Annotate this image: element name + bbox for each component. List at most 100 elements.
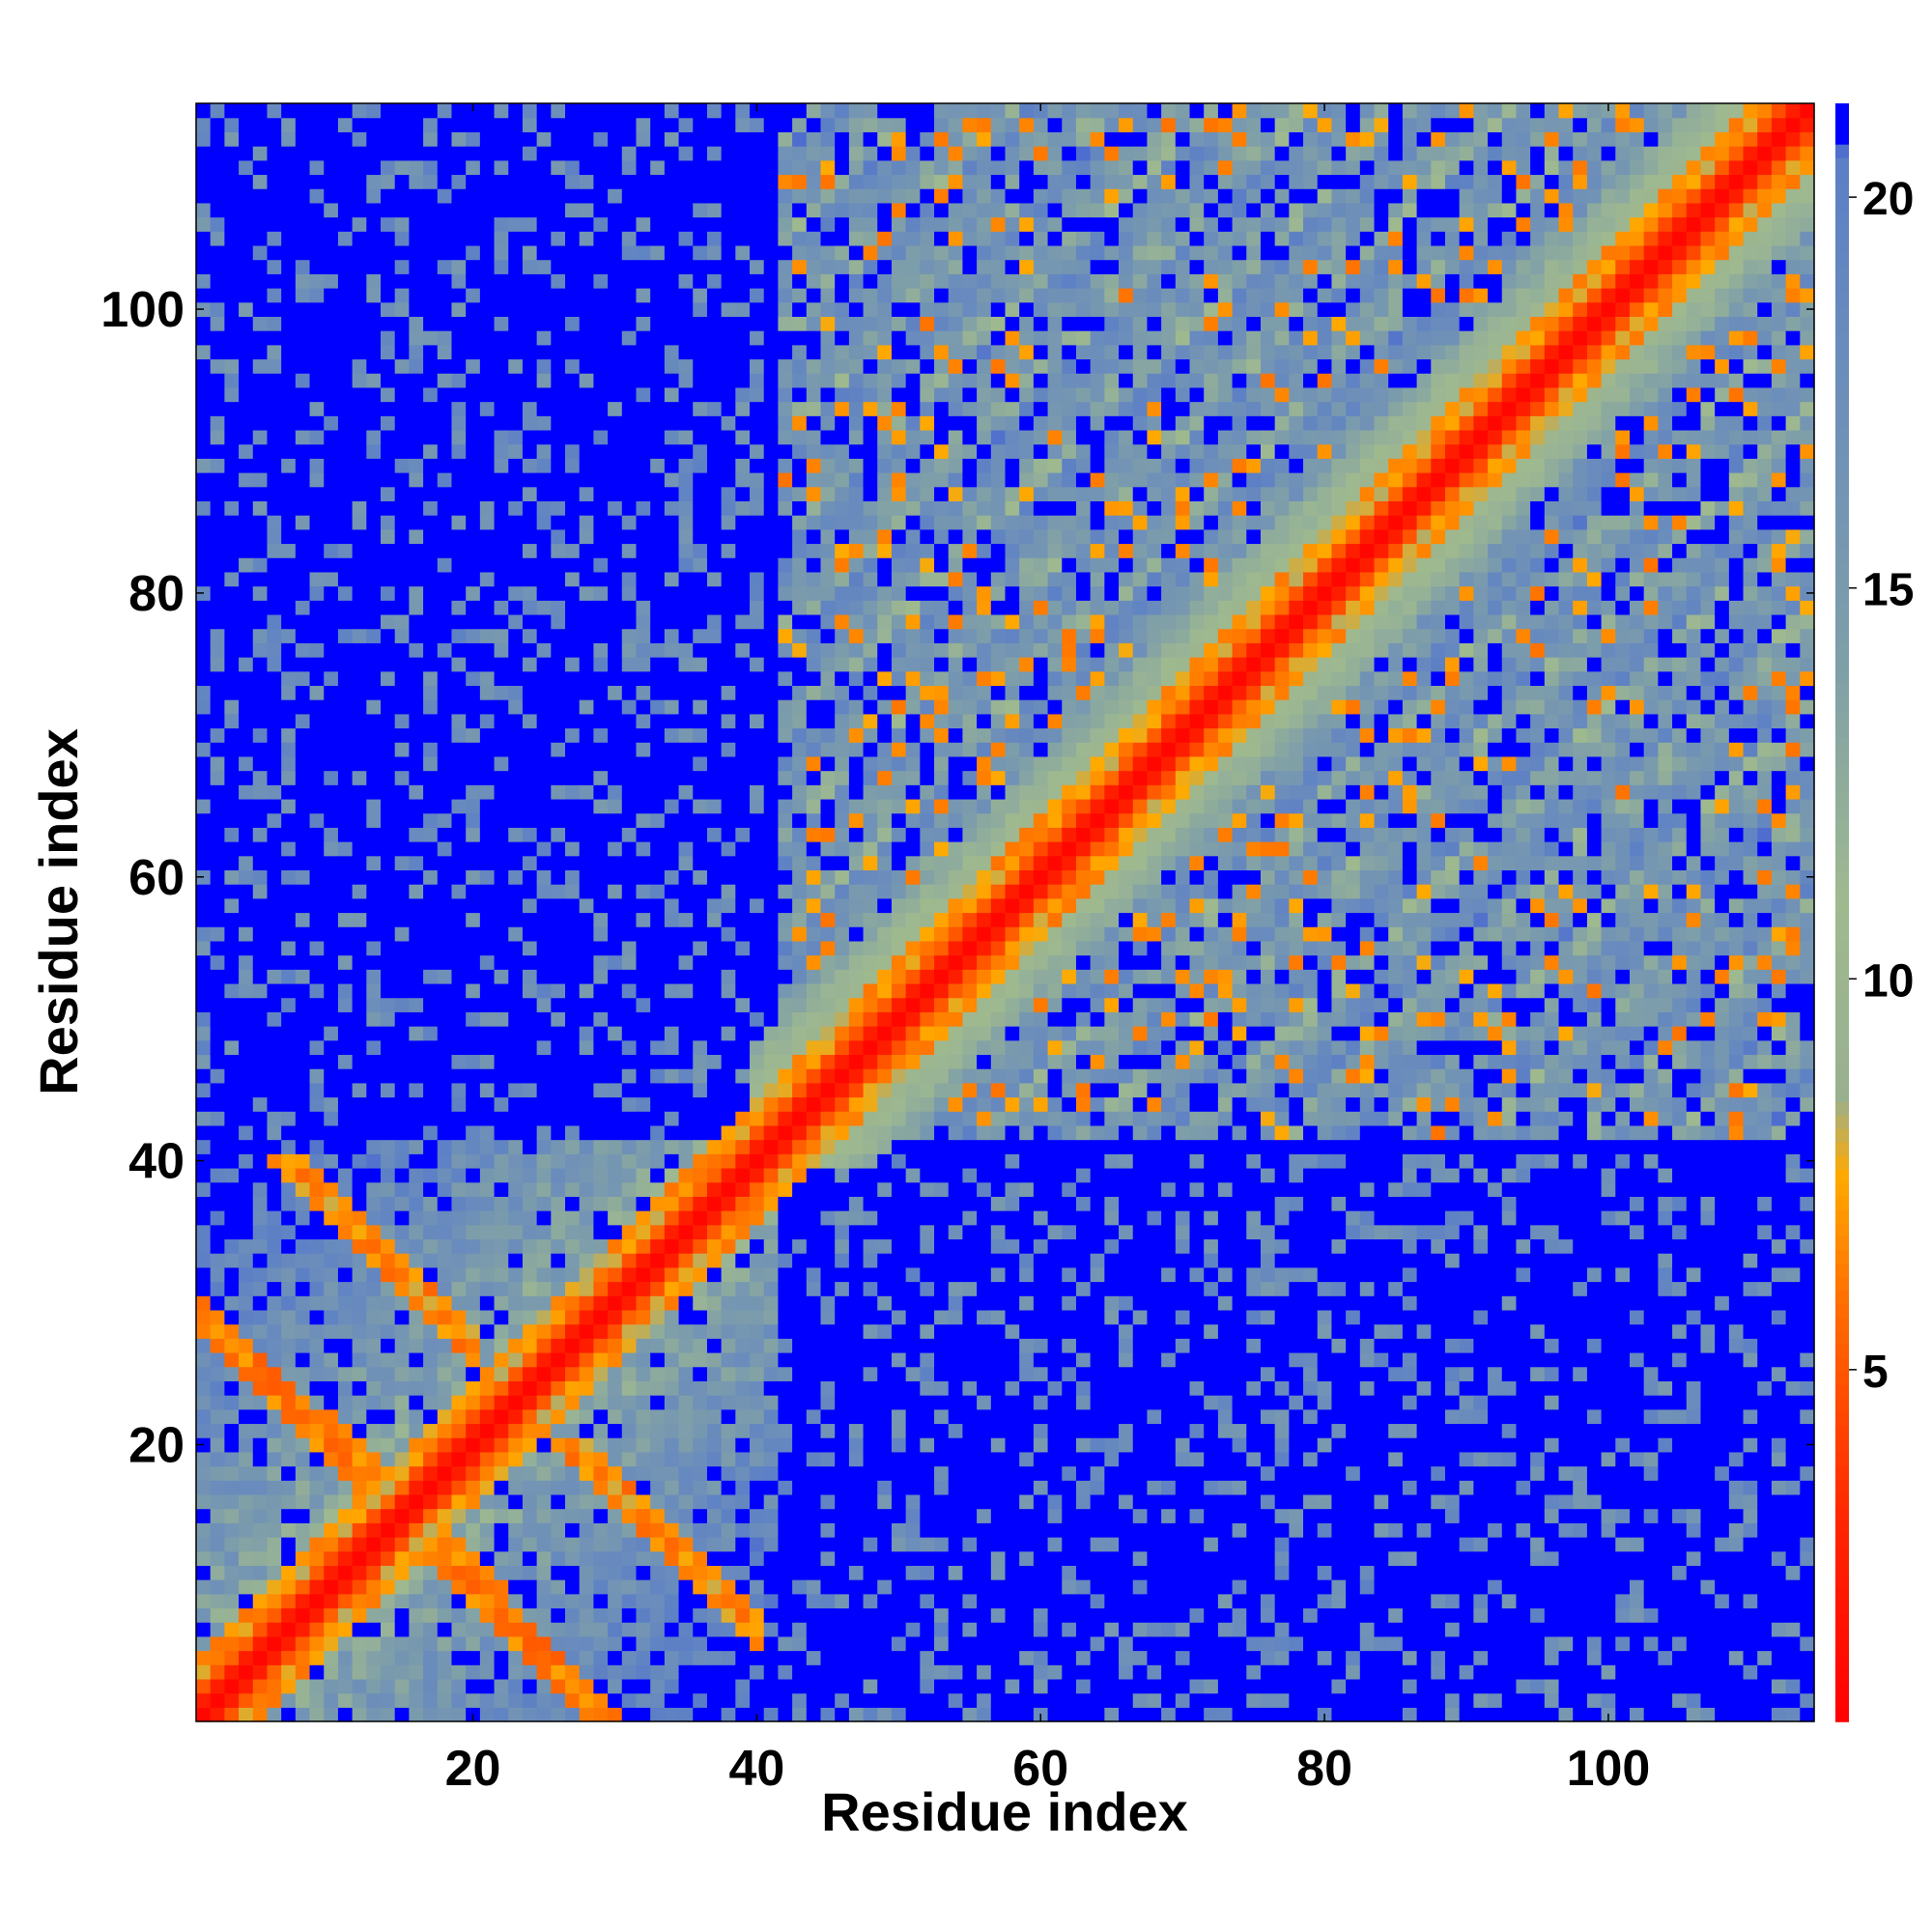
heatmap-cell	[579, 273, 594, 289]
heatmap-cell	[352, 1026, 367, 1041]
heatmap-cell	[650, 798, 666, 814]
heatmap-cell	[409, 557, 424, 573]
heatmap-cell	[381, 458, 396, 473]
heatmap-cell	[281, 613, 297, 630]
heatmap-cell	[778, 1124, 793, 1141]
heatmap-cell	[650, 812, 666, 828]
heatmap-cell	[792, 259, 808, 274]
heatmap-cell	[721, 1480, 736, 1495]
heatmap-cell	[281, 202, 297, 218]
heatmap-cell	[608, 657, 623, 672]
heatmap-cell	[479, 1153, 496, 1169]
heatmap-cell	[224, 259, 240, 274]
heatmap-cell	[579, 358, 594, 374]
heatmap-cell	[750, 1565, 765, 1580]
heatmap-cell	[224, 699, 240, 715]
heatmap-cell	[479, 1167, 496, 1183]
heatmap-cell	[479, 301, 496, 317]
heatmap-cell	[494, 571, 509, 587]
heatmap-cell	[806, 1423, 822, 1438]
heatmap-cell	[324, 1550, 339, 1566]
heatmap-cell	[366, 131, 382, 147]
heatmap-cell	[551, 1678, 566, 1694]
heatmap-cell	[337, 259, 354, 274]
heatmap-cell	[394, 1437, 410, 1453]
heatmap-cell	[267, 1395, 282, 1410]
heatmap-cell	[565, 997, 581, 1012]
heatmap-cell	[437, 358, 453, 374]
heatmap-cell	[224, 472, 240, 488]
heatmap-cell	[309, 103, 325, 119]
heatmap-cell	[466, 244, 481, 261]
heatmap-cell	[792, 670, 808, 687]
heatmap-cell	[650, 1423, 666, 1438]
heatmap-cell	[479, 429, 496, 445]
heatmap-cell	[579, 188, 594, 204]
heatmap-cell	[579, 216, 594, 232]
heatmap-cell	[224, 1480, 240, 1495]
heatmap-cell	[381, 500, 396, 516]
heatmap-cell	[479, 585, 496, 601]
heatmap-cell	[210, 670, 225, 687]
heatmap-cell	[239, 699, 254, 715]
heatmap-cell	[763, 244, 780, 261]
heatmap-cell	[593, 159, 609, 176]
heatmap-cell	[664, 940, 680, 956]
heatmap-cell	[466, 1111, 481, 1126]
heatmap-cell	[252, 216, 269, 232]
heatmap-cell	[664, 1550, 680, 1566]
heatmap-cell	[621, 841, 638, 857]
heatmap-cell	[763, 1039, 780, 1056]
heatmap-cell	[239, 1338, 254, 1353]
heatmap-cell	[210, 1153, 225, 1169]
heatmap-cell	[352, 585, 367, 601]
heatmap-cell	[337, 784, 354, 800]
heatmap-cell	[224, 1295, 240, 1311]
heatmap-cell	[466, 1692, 481, 1708]
heatmap-cell	[466, 1139, 481, 1154]
heatmap-cell	[763, 1096, 780, 1112]
heatmap-cell	[267, 657, 282, 672]
heatmap-cell	[267, 330, 282, 346]
heatmap-cell	[466, 429, 481, 445]
heatmap-cell	[650, 685, 666, 700]
heatmap-cell	[522, 1096, 538, 1112]
heatmap-cell	[239, 755, 254, 772]
heatmap-cell	[479, 600, 496, 615]
heatmap-cell	[210, 1635, 225, 1652]
heatmap-cell	[309, 954, 325, 970]
heatmap-cell	[792, 1238, 808, 1254]
heatmap-cell	[593, 1622, 609, 1637]
heatmap-cell	[267, 216, 282, 232]
heatmap-cell	[210, 1266, 225, 1283]
heatmap-cell	[678, 1082, 694, 1098]
heatmap-cell	[778, 1607, 793, 1623]
heatmap-cell	[536, 1380, 552, 1396]
heatmap-cell	[295, 1139, 311, 1154]
heatmap-cell	[806, 1224, 822, 1240]
heatmap-cell	[451, 940, 467, 956]
heatmap-cell	[778, 1451, 793, 1467]
heatmap-cell	[267, 727, 282, 743]
heatmap-cell	[267, 1508, 282, 1523]
heatmap-cell	[451, 1039, 467, 1056]
heatmap-cell	[621, 1678, 638, 1694]
heatmap-cell	[621, 244, 638, 261]
heatmap-cell	[196, 1622, 212, 1637]
heatmap-cell	[309, 1579, 325, 1595]
heatmap-cell	[621, 231, 638, 246]
heatmap-cell	[267, 1026, 282, 1041]
heatmap-cell	[636, 613, 651, 630]
heatmap-cell	[466, 1579, 481, 1595]
heatmap-cell	[196, 1579, 212, 1595]
heatmap-cell	[551, 528, 566, 545]
heatmap-cell	[706, 982, 723, 999]
heatmap-cell	[409, 1026, 424, 1041]
heatmap-cell	[337, 657, 354, 672]
heatmap-cell	[579, 1635, 594, 1652]
heatmap-cell	[494, 1522, 509, 1538]
heatmap-cell	[479, 1692, 496, 1708]
heatmap-cell	[394, 912, 410, 927]
heatmap-cell	[295, 1111, 311, 1126]
heatmap-cell	[806, 713, 822, 729]
